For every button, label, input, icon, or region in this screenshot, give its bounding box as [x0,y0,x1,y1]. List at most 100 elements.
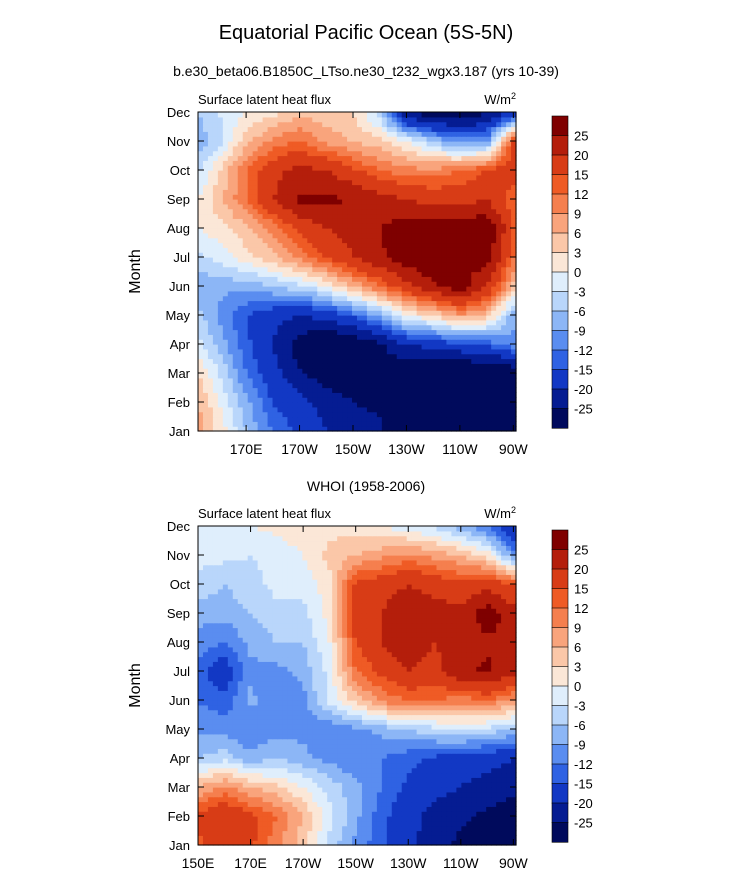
heatmap-cell [322,189,328,195]
heatmap-cell [436,237,443,244]
heatmap-cell [327,131,333,137]
heatmap-cell [401,363,408,369]
heatmap-cell [277,411,284,418]
heatmap-cell [242,121,249,128]
heatmap-cell [386,825,393,832]
heatmap-cell [436,363,443,369]
heatmap-cell [421,835,428,841]
heatmap-cell [371,199,378,205]
heatmap-cell [292,382,298,389]
heatmap-cell [386,112,393,118]
heatmap-cell [307,402,313,408]
heatmap-cell [198,116,204,123]
heatmap-cell [257,281,264,287]
heatmap-cell [198,121,204,128]
heatmap-cell [232,295,239,302]
heatmap-cell [242,174,249,181]
heatmap-cell [386,223,393,229]
heatmap-cell [511,257,517,263]
heatmap-cell [451,363,457,369]
heatmap-cell [327,242,333,248]
heatmap-cell [446,334,453,340]
heatmap-cell [282,112,289,118]
heatmap-cell [337,160,343,166]
heatmap-cell [396,329,403,335]
heatmap-cell [302,811,308,817]
heatmap-cell [292,261,298,268]
heatmap-cell [426,155,433,161]
heatmap-cell [391,160,398,166]
heatmap-cell [352,315,358,321]
heatmap-cell [262,796,269,803]
heatmap-cell [267,155,274,161]
heatmap-cell [257,271,264,277]
heatmap-cell [466,830,472,836]
heatmap-cell [217,377,224,384]
heatmap-cell [257,348,264,355]
heatmap-cell [327,261,333,268]
heatmap-cell [237,377,244,384]
heatmap-cell [491,806,497,812]
heatmap-cell [411,116,418,123]
heatmap-cell [272,232,279,239]
heatmap-cell [337,126,343,132]
heatmap-cell [342,295,348,302]
heatmap-cell [198,145,204,152]
heatmap-cell [342,305,348,311]
heatmap-cell [292,136,298,142]
heatmap-cell [461,397,467,403]
heatmap-cell [342,382,348,389]
heatmap-cell [327,830,333,836]
heatmap-cell [506,261,512,268]
heatmap-cell [411,300,418,306]
heatmap-cell [237,242,244,248]
heatmap-cell [312,368,318,374]
heatmap-cell [376,358,383,364]
heatmap-cell [501,271,507,277]
heatmap-cell [212,228,219,234]
heatmap-cell [436,228,443,234]
heatmap-cell [262,199,269,205]
heatmap-cell [481,170,487,176]
heatmap-cell [486,223,492,229]
heatmap-cell [446,830,453,836]
heatmap-cell [302,199,308,205]
heatmap-cell [242,266,249,273]
heatmap-cell [456,334,462,340]
heatmap-cell [371,377,378,384]
heatmap-cell [347,218,353,224]
heatmap-cell [312,213,318,219]
heatmap-cell [252,266,259,273]
heatmap-cell [391,155,398,161]
heatmap-cell [252,174,259,181]
heatmap-cell [252,426,259,432]
heatmap-cell [496,252,502,258]
heatmap-cell [456,305,462,311]
heatmap-cell [376,184,383,190]
heatmap-cell [237,353,244,360]
heatmap-cell [332,165,338,171]
heatmap-cell [217,276,224,282]
heatmap-cell [441,329,448,335]
heatmap-cell [426,189,433,195]
heatmap-cell [441,170,448,176]
heatmap-cell [511,344,517,350]
heatmap-cell [391,416,398,422]
heatmap-cell [376,373,383,379]
heatmap-cell [247,276,254,282]
heatmap-cell [431,155,438,161]
heatmap-cell [491,402,497,408]
heatmap-cell [481,228,487,234]
heatmap-cell [471,377,477,384]
heatmap-cell [501,141,507,147]
heatmap-cell [436,411,443,418]
heatmap-cell [506,179,512,186]
heatmap-cell [441,363,448,369]
heatmap-cell [476,170,482,176]
heatmap-cell [506,339,512,345]
heatmap-cell [376,194,383,200]
heatmap-cell [232,189,239,195]
heatmap-cell [262,368,269,374]
heatmap-cell [421,145,428,152]
heatmap-cell [357,377,363,384]
